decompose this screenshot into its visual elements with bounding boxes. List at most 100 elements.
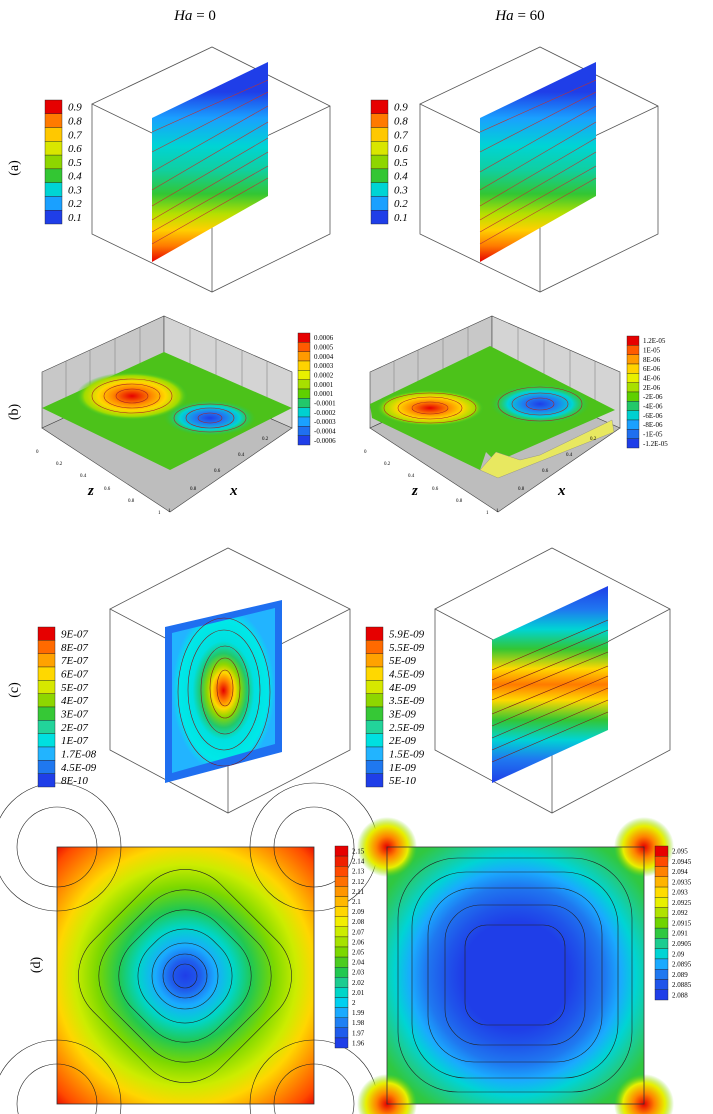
svg-text:1: 1 bbox=[486, 511, 489, 516]
legend-swatch bbox=[365, 760, 384, 774]
row-label-c: (c) bbox=[7, 682, 22, 698]
legend-label: 0.9 bbox=[68, 102, 82, 114]
legend-label: 0.0001 bbox=[314, 381, 334, 389]
legend-label: 2E-09 bbox=[389, 735, 416, 747]
legend-label: 2.09 bbox=[352, 908, 365, 916]
legend-swatch bbox=[654, 948, 669, 960]
axis-label-z: z bbox=[87, 483, 94, 499]
legend-label: 8E-06 bbox=[643, 356, 661, 364]
legend-swatch bbox=[654, 969, 669, 980]
legend-label: 2E-06 bbox=[643, 384, 661, 392]
positive-peak bbox=[376, 390, 484, 426]
header-left: Ha = 0 bbox=[173, 8, 216, 24]
legend-label: 1.99 bbox=[352, 1009, 365, 1017]
legend-label: -1E-05 bbox=[643, 430, 663, 438]
panel-d-left bbox=[0, 782, 379, 1114]
legend-swatch bbox=[654, 938, 669, 949]
axis-label-x: x bbox=[557, 483, 566, 499]
legend-swatch bbox=[626, 363, 640, 374]
legend-label: 6E-07 bbox=[61, 669, 88, 681]
legend-swatch bbox=[626, 438, 640, 449]
legend-label: 2.07 bbox=[352, 928, 365, 936]
legend-swatch bbox=[44, 127, 63, 142]
legend-swatch bbox=[334, 1037, 349, 1049]
legend-swatch bbox=[626, 391, 640, 402]
legend-label: 0.1 bbox=[68, 212, 82, 224]
legend-swatch bbox=[365, 706, 384, 721]
legend-label: 6E-06 bbox=[643, 365, 661, 373]
panel-a-left bbox=[91, 46, 331, 293]
legend-swatch bbox=[365, 773, 384, 788]
row-label-d: (d) bbox=[29, 957, 44, 974]
legend-label: 2.05 bbox=[352, 949, 365, 957]
svg-text:1: 1 bbox=[168, 509, 171, 514]
legend-label: 1.7E-08 bbox=[61, 749, 97, 761]
entropy-plane bbox=[492, 586, 608, 783]
svg-text:0.2: 0.2 bbox=[56, 462, 63, 467]
legend-swatch bbox=[44, 113, 63, 128]
panel-c-right bbox=[434, 547, 671, 814]
legend-label: 2.04 bbox=[352, 959, 365, 967]
header-right: Ha = 60 bbox=[494, 8, 544, 24]
legend-swatch bbox=[334, 906, 349, 917]
legend-swatch bbox=[626, 345, 640, 355]
legend-swatch bbox=[44, 182, 63, 197]
legend-swatch bbox=[37, 760, 56, 774]
axis-ticks-z: 0 0.2 0.4 0.6 0.8 1 bbox=[364, 450, 489, 516]
legend-label: 2.09 bbox=[672, 950, 685, 958]
legend-swatch bbox=[334, 1017, 349, 1029]
legend-label: 0.8 bbox=[68, 116, 82, 128]
legend-label: 1.97 bbox=[352, 1029, 365, 1037]
legend-label: 2.0945 bbox=[672, 858, 692, 866]
legend-label: 0.7 bbox=[394, 129, 408, 141]
legend-swatch bbox=[297, 407, 311, 418]
legend-swatch bbox=[297, 398, 311, 408]
legend-label: 2.12 bbox=[352, 878, 365, 886]
svg-text:0.4: 0.4 bbox=[238, 453, 245, 458]
legend-swatch bbox=[297, 370, 311, 380]
legend-swatch bbox=[370, 168, 389, 183]
contour-lines bbox=[177, 617, 271, 767]
legend-label: 2.5E-09 bbox=[389, 722, 425, 734]
legend-label: 0.0001 bbox=[314, 390, 334, 398]
legend-swatch bbox=[370, 141, 389, 156]
legend-d-right: 2.095 2.0945 2.094 2.0935 2.093 2.0925 2.092 2.… bbox=[654, 845, 692, 1001]
contour-lines bbox=[491, 619, 609, 763]
legend-label: 4.5E-09 bbox=[389, 669, 425, 681]
legend-label: 1E-05 bbox=[643, 346, 661, 354]
contour-lines bbox=[91, 378, 247, 433]
legend-label: 0.3 bbox=[394, 184, 408, 196]
legend-swatch bbox=[297, 351, 311, 362]
legend-label: 1E-07 bbox=[61, 735, 88, 747]
legend-swatch bbox=[365, 653, 384, 668]
legend-swatch bbox=[365, 666, 384, 681]
svg-text:0: 0 bbox=[364, 450, 367, 455]
legend-label: 2.088 bbox=[672, 991, 688, 999]
legend-swatch bbox=[44, 141, 63, 156]
entropy-plane-inner bbox=[172, 608, 275, 773]
legend-swatch bbox=[37, 680, 56, 694]
svg-text:0.4: 0.4 bbox=[80, 474, 87, 479]
legend-swatch bbox=[334, 845, 349, 857]
legend-swatch bbox=[334, 866, 349, 877]
svg-text:1: 1 bbox=[158, 511, 161, 516]
legend-swatch bbox=[654, 979, 669, 990]
legend-swatch bbox=[370, 182, 389, 197]
contour-lines bbox=[383, 386, 583, 424]
legend-label: -0.0001 bbox=[314, 399, 336, 407]
legend-swatch bbox=[297, 360, 311, 371]
legend-swatch bbox=[44, 154, 63, 170]
legend-swatch bbox=[654, 917, 669, 929]
legend-swatch bbox=[334, 946, 349, 958]
svg-text:0.6: 0.6 bbox=[104, 487, 111, 492]
legend-swatch bbox=[626, 429, 640, 439]
legend-swatch bbox=[365, 733, 384, 748]
panel-d-right bbox=[357, 817, 674, 1114]
contour-map-frame bbox=[56, 846, 315, 1105]
legend-label: 5E-07 bbox=[61, 682, 88, 694]
legend-swatch bbox=[365, 746, 384, 761]
legend-swatch bbox=[626, 419, 640, 430]
legend-swatch bbox=[370, 154, 389, 170]
legend-swatch bbox=[334, 977, 349, 988]
